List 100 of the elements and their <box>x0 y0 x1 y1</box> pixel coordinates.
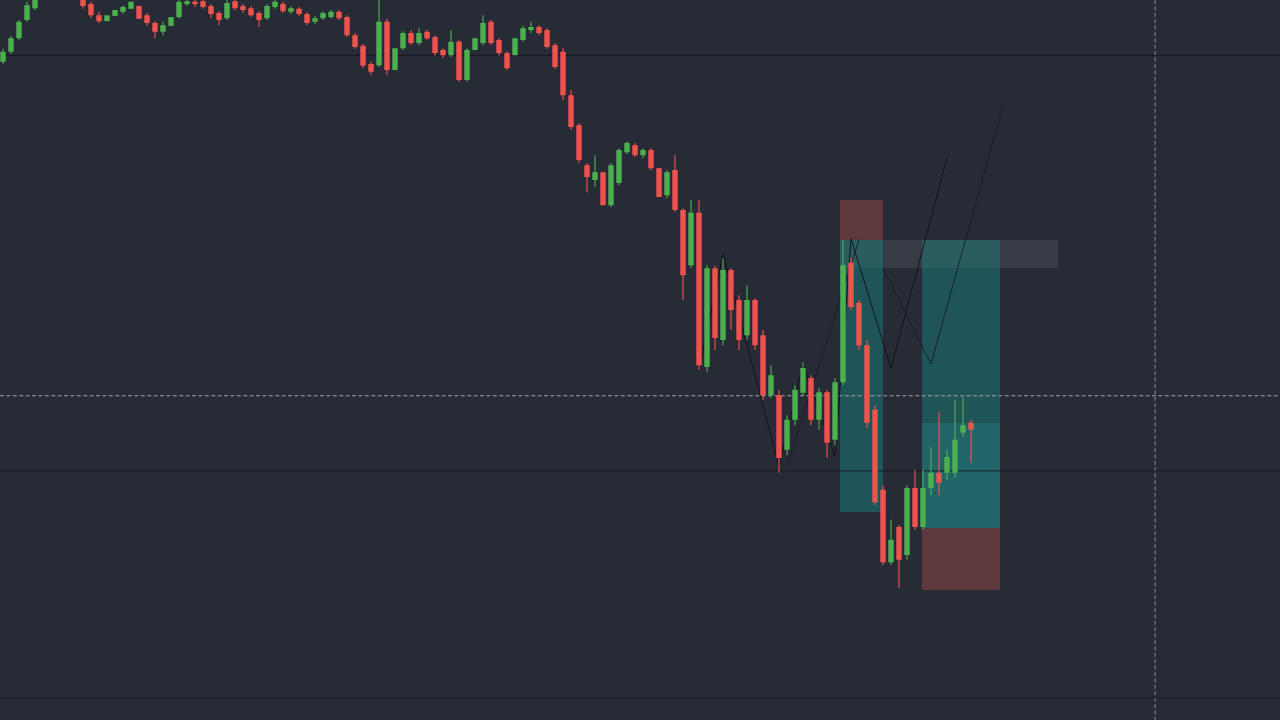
candlestick <box>0 48 6 65</box>
candlestick <box>208 4 214 19</box>
candlestick <box>912 469 918 530</box>
candlestick <box>504 51 510 70</box>
candlestick <box>264 4 270 20</box>
candlestick <box>112 10 118 16</box>
candlestick <box>648 148 654 170</box>
candlestick <box>856 299 862 350</box>
candlestick <box>128 1 134 9</box>
candlestick <box>664 169 670 199</box>
candlestick <box>360 44 366 69</box>
candlestick <box>632 142 638 158</box>
candlestick <box>240 4 246 13</box>
candlestick <box>760 329 766 400</box>
candlestick <box>680 208 686 300</box>
candlestick <box>752 298 758 350</box>
candlestick <box>376 0 382 68</box>
candlestick <box>520 25 526 42</box>
candlestick <box>808 375 814 426</box>
candlestick <box>712 265 718 350</box>
candlestick <box>656 168 662 197</box>
candlestick <box>104 15 110 22</box>
candlestick <box>392 48 398 70</box>
candlestick <box>720 258 726 346</box>
candlestick <box>328 10 334 19</box>
candlestick <box>472 38 478 50</box>
candlestick <box>832 378 838 446</box>
candlestick <box>576 122 582 163</box>
candlestick <box>344 15 350 38</box>
candlestick <box>168 17 174 26</box>
candlestick <box>224 0 230 20</box>
candlestick <box>8 35 14 55</box>
candlestick <box>176 0 182 19</box>
candlestick <box>16 19 22 40</box>
candlestick <box>432 35 438 56</box>
candlestick <box>584 162 590 193</box>
candlestick <box>552 42 558 69</box>
candlestick <box>232 0 238 10</box>
candlestick <box>904 485 910 560</box>
candlestick <box>320 11 326 20</box>
candlestick <box>928 446 934 496</box>
candlestick <box>608 162 614 207</box>
candlestick <box>352 32 358 49</box>
candlestick <box>248 5 254 18</box>
candlestick <box>440 48 446 59</box>
candlestick <box>816 388 822 430</box>
candlestick <box>872 405 878 506</box>
candlestick <box>544 28 550 49</box>
candlestick <box>24 1 30 22</box>
candlestick <box>80 0 86 9</box>
candlestick <box>600 172 606 206</box>
candlestick <box>776 389 782 473</box>
candlestick <box>920 469 926 530</box>
candlestick <box>768 365 774 399</box>
candlestick <box>464 48 470 82</box>
candlestick <box>744 285 750 340</box>
candlestick <box>968 419 974 463</box>
candlestick <box>272 0 278 9</box>
candlestick <box>736 295 742 350</box>
candlestick <box>192 0 198 8</box>
candlestick <box>944 449 950 480</box>
candlestick <box>888 519 894 566</box>
candlestick <box>824 389 830 459</box>
candlestick <box>624 141 630 155</box>
candlestick <box>296 7 302 16</box>
candlestick <box>312 15 318 25</box>
candlestick <box>280 1 286 13</box>
candlestick <box>96 11 102 23</box>
candlestick <box>184 0 190 6</box>
candlestick <box>536 25 542 36</box>
candlestick <box>784 415 790 456</box>
candlestick <box>144 12 150 26</box>
candlestick <box>136 5 142 19</box>
candlestick <box>728 268 734 330</box>
candlestick <box>840 239 846 386</box>
candlestick <box>304 11 310 26</box>
candlestick <box>496 38 502 56</box>
candlestick <box>256 11 262 28</box>
candlestick <box>800 362 806 396</box>
candlestick <box>88 1 94 19</box>
candlestick <box>152 21 158 39</box>
candlestick <box>568 89 574 130</box>
candlestick <box>688 199 694 269</box>
candlestick <box>32 0 38 10</box>
candlestick <box>456 39 462 82</box>
candlestick <box>120 5 126 15</box>
candlestick <box>560 48 566 100</box>
candlestick <box>704 265 710 373</box>
candlestick <box>288 5 294 15</box>
candlestick <box>368 61 374 76</box>
candlestick <box>424 29 430 40</box>
candlestick <box>616 148 622 186</box>
candlestick <box>480 15 486 46</box>
candlestick <box>488 19 494 46</box>
candlestick <box>528 21 534 33</box>
candlestick <box>696 199 702 370</box>
candlestick <box>952 399 958 479</box>
candlestick <box>848 258 854 310</box>
candlestick <box>936 412 942 496</box>
candlestick <box>336 10 342 20</box>
